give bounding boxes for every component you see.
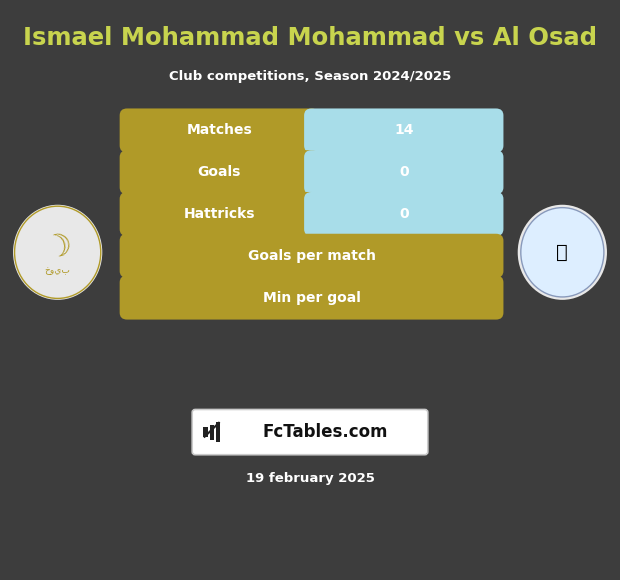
Ellipse shape (13, 205, 102, 300)
Text: Goals per match: Goals per match (247, 249, 376, 263)
Text: خويب: خويب (45, 266, 71, 276)
Text: Hattricks: Hattricks (184, 207, 255, 221)
Text: Min per goal: Min per goal (263, 291, 360, 304)
FancyBboxPatch shape (120, 150, 319, 194)
Text: ☽: ☽ (41, 228, 74, 263)
FancyBboxPatch shape (120, 192, 319, 236)
Text: 14: 14 (394, 124, 414, 137)
Text: Club competitions, Season 2024/2025: Club competitions, Season 2024/2025 (169, 70, 451, 83)
FancyBboxPatch shape (304, 150, 503, 194)
FancyBboxPatch shape (203, 427, 208, 437)
FancyBboxPatch shape (304, 192, 503, 236)
Text: 0: 0 (399, 165, 409, 179)
Text: FcTables.com: FcTables.com (263, 423, 388, 441)
Text: ⛵: ⛵ (557, 243, 568, 262)
Text: Ismael Mohammad Mohammad vs Al Osad: Ismael Mohammad Mohammad vs Al Osad (23, 26, 597, 50)
Ellipse shape (521, 208, 604, 297)
Text: 19 february 2025: 19 february 2025 (246, 472, 374, 485)
Text: Goals: Goals (198, 165, 241, 179)
FancyBboxPatch shape (210, 425, 214, 440)
Text: Matches: Matches (187, 124, 252, 137)
FancyBboxPatch shape (192, 409, 428, 455)
FancyBboxPatch shape (120, 276, 503, 320)
FancyBboxPatch shape (120, 234, 503, 278)
Ellipse shape (518, 205, 607, 300)
FancyBboxPatch shape (120, 108, 319, 153)
FancyBboxPatch shape (304, 108, 503, 153)
FancyBboxPatch shape (216, 422, 220, 442)
Text: 0: 0 (399, 207, 409, 221)
